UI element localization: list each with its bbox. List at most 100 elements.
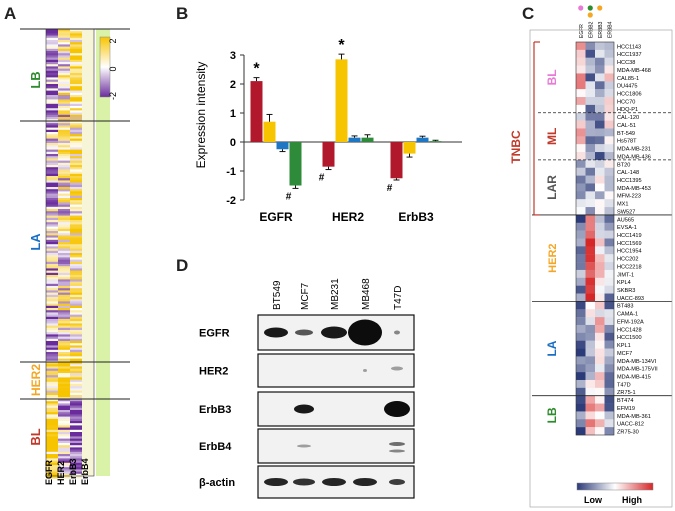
panel-d-band	[389, 479, 405, 485]
panel-a-cell	[58, 68, 70, 72]
panel-a-cell	[58, 156, 70, 159]
panel-c-cell	[604, 309, 614, 318]
panel-c-cell	[585, 301, 595, 310]
panel-c-cell-line-name: CAMA-1	[617, 312, 638, 318]
panel-d-row-label: EGFR	[199, 328, 230, 340]
panel-c-legend-bar	[576, 482, 654, 491]
panel-a-cell	[46, 180, 58, 183]
panel-a-cell	[58, 392, 70, 396]
panel-c-cell	[595, 120, 605, 129]
panel-a-cell	[58, 57, 70, 61]
panel-a-cell	[46, 266, 58, 269]
panel-a-cell	[46, 173, 58, 177]
panel-c-cell	[595, 128, 605, 137]
panel-a-cell	[46, 55, 58, 58]
panel-a-cell	[70, 467, 82, 470]
panel-a-cell	[46, 460, 58, 464]
panel-c-cell-line-name: SW527	[617, 209, 635, 215]
panel-c-cell	[576, 293, 586, 302]
panel-a-cell	[46, 119, 58, 122]
panel-a-cell	[58, 33, 70, 36]
panel-a-cell	[58, 154, 70, 157]
panel-c-cell	[604, 191, 614, 200]
panel-a-cell	[58, 270, 70, 274]
panel-c-cell	[595, 191, 605, 200]
panel-a-cell	[70, 272, 82, 276]
panel-a-cell	[70, 182, 82, 186]
panel-a-cell	[70, 327, 82, 331]
panel-a-cell	[58, 319, 70, 322]
panel-c-cell	[585, 65, 595, 74]
panel-a-cell	[46, 44, 58, 47]
panel-c-group-label: HER2	[547, 243, 559, 272]
panel-a-cell	[70, 414, 82, 417]
panel-c-cell	[585, 222, 595, 231]
panel-d-letter: D	[176, 256, 188, 275]
panel-a-cell	[58, 314, 70, 318]
panel-a-cell	[70, 106, 82, 109]
panel-c-cell	[604, 136, 614, 145]
panel-c-cell-line-name: BT20	[617, 162, 630, 168]
panel-a-cell	[58, 414, 70, 417]
panel-c-cell-line-name: BT-549	[617, 131, 635, 137]
panel-a-cell	[58, 209, 70, 212]
panel-a-cell	[70, 358, 82, 362]
panel-c-cell	[595, 97, 605, 106]
panel-c-cell-line-name: DU4475	[617, 84, 638, 90]
panel-b-ytick-label: -1	[226, 166, 236, 178]
panel-a-cell	[46, 248, 58, 252]
panel-a-cell	[46, 381, 58, 385]
panel-a-cell	[58, 460, 70, 464]
panel-a-cell	[58, 294, 70, 298]
panel-a-cell	[58, 321, 70, 324]
panel-a-cell	[46, 37, 58, 41]
panel-a-cell	[58, 77, 70, 80]
panel-a-cell	[46, 149, 58, 153]
panel-c-legend-low: Low	[584, 495, 603, 505]
panel-c-cell	[585, 277, 595, 286]
panel-a-cell	[70, 259, 82, 263]
panel-c-cell	[585, 144, 595, 153]
panel-a-cell	[58, 46, 70, 50]
panel-a-cell	[46, 375, 58, 378]
panel-a-cell	[46, 261, 58, 265]
panel-a-cell	[70, 321, 82, 324]
panel-a-cell	[70, 169, 82, 172]
panel-a-cell	[70, 123, 82, 126]
panel-a-cell	[70, 356, 82, 359]
panel-c-cell-line-name: MDA-MB-175VII	[617, 367, 658, 373]
panel-c-cell-line-name: MDA-MB-436	[617, 154, 651, 160]
panel-c-cell	[585, 159, 595, 168]
panel-a-cell	[46, 242, 58, 245]
panel-a-cell	[58, 268, 70, 271]
panel-c-cell	[576, 285, 586, 294]
panel-c-cell	[576, 340, 586, 349]
panel-a-cell	[58, 356, 70, 359]
panel-a-cell	[58, 330, 70, 333]
panel-a-cell	[58, 316, 70, 320]
panel-c-cell	[576, 230, 586, 239]
panel-a-cell	[46, 127, 58, 131]
panel-c-cell	[585, 89, 595, 98]
panel-a-cell	[58, 250, 70, 254]
panel-c-cell	[576, 136, 586, 145]
panel-d-row-label: ErbB4	[199, 441, 232, 453]
panel-d-band	[389, 442, 405, 446]
panel-c-cell	[576, 419, 586, 428]
panel-a-cell	[70, 283, 82, 287]
panel-a-cell	[70, 97, 82, 100]
panel-c-cell	[585, 395, 595, 404]
panel-a-colorbar: 2 0 -2	[99, 36, 118, 100]
panel-a-cell	[46, 53, 58, 56]
panel-a-cell	[46, 356, 58, 359]
panel-a-cell	[58, 184, 70, 188]
panel-a-cell	[58, 303, 70, 307]
panel-a-cell	[46, 390, 58, 394]
panel-a-cell	[46, 29, 58, 32]
panel-a-cell	[46, 101, 58, 105]
panel-a-cell	[70, 305, 82, 309]
panel-c-cell-line-name: MDA-MB-468	[617, 68, 651, 74]
panel-a-cell	[46, 171, 58, 175]
panel-a-cell	[58, 432, 70, 435]
panel-a-cell	[58, 228, 70, 232]
